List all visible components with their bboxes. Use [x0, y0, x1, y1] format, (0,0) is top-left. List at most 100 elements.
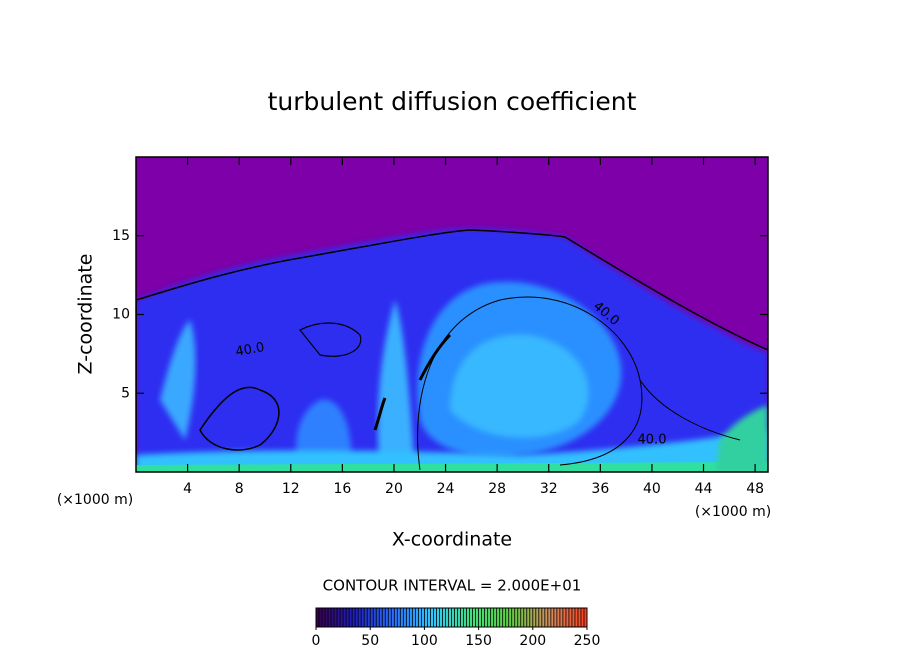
x-tick-label: 8	[235, 481, 244, 497]
colorbar-stripe	[457, 608, 461, 627]
x-tick-label: 16	[333, 481, 351, 497]
colorbar-stripe	[448, 608, 452, 627]
colorbar-stripe	[424, 608, 428, 627]
colorbar-stripe	[340, 608, 344, 627]
colorbar-stripe	[328, 608, 332, 627]
colorbar-stripe	[511, 608, 515, 627]
colorbar-stripe	[433, 608, 437, 627]
colorbar-stripe	[370, 608, 374, 627]
colorbar-stripe	[346, 608, 350, 627]
colorbar-tick-label: 100	[411, 633, 438, 649]
colorbar-stripe	[397, 608, 401, 627]
colorbar-stripe	[325, 608, 329, 627]
colorbar-stripe	[391, 608, 395, 627]
colorbar-stripe	[571, 608, 575, 627]
colorbar-stripe	[574, 608, 578, 627]
x-tick-label: 24	[437, 481, 455, 497]
colorbar-stripe	[526, 608, 530, 627]
x-unit-label: (×1000 m)	[695, 504, 771, 520]
colorbar-tick-label: 50	[361, 633, 379, 649]
colorbar-stripe	[451, 608, 455, 627]
colorbar-stripe	[544, 608, 548, 627]
colorbar-stripe	[343, 608, 347, 627]
colorbar-stripe	[385, 608, 389, 627]
colorbar-stripe	[478, 608, 482, 627]
colorbar-stripe	[388, 608, 392, 627]
colorbar-stripe	[550, 608, 554, 627]
contour-interval: CONTOUR INTERVAL = 2.000E+01	[323, 577, 582, 595]
contour-field	[136, 157, 768, 472]
colorbar-stripe	[469, 608, 473, 627]
x-tick-label: 40	[643, 481, 661, 497]
colorbar-stripe	[400, 608, 404, 627]
colorbar-stripe	[376, 608, 380, 627]
colorbar-stripe	[358, 608, 362, 627]
colorbar-stripe	[499, 608, 503, 627]
colorbar-stripe	[562, 608, 566, 627]
colorbar-stripe	[319, 608, 323, 627]
colorbar-stripe	[538, 608, 542, 627]
x-tick-label: 12	[282, 481, 300, 497]
colorbar-stripe	[331, 608, 335, 627]
x-tick-label: 4	[183, 481, 192, 497]
colorbar-stripe	[361, 608, 365, 627]
colorbar-stripe	[577, 608, 581, 627]
colorbar-stripe	[502, 608, 506, 627]
colorbar-stripe	[481, 608, 485, 627]
colorbar-stripe	[439, 608, 443, 627]
y-tick-label: 10	[112, 307, 130, 323]
x-tick-label: 48	[746, 481, 764, 497]
colorbar-tick-label: 200	[519, 633, 546, 649]
colorbar-stripe	[583, 608, 587, 627]
y-tick-label: 15	[112, 228, 130, 244]
colorbar-stripe	[412, 608, 416, 627]
x-axis-label: X-coordinate	[392, 529, 512, 551]
colorbar-stripe	[382, 608, 386, 627]
colorbar-stripe	[487, 608, 491, 627]
colorbar-stripe	[352, 608, 356, 627]
colorbar-tick-label: 250	[574, 633, 601, 649]
contour-label: 40.0	[234, 340, 265, 360]
colorbar-stripe	[541, 608, 545, 627]
colorbar-stripe	[334, 608, 338, 627]
colorbar-stripe	[493, 608, 497, 627]
colorbar-stripe	[568, 608, 572, 627]
colorbar-stripe	[427, 608, 431, 627]
colorbar-stripe	[553, 608, 557, 627]
colorbar-stripe	[454, 608, 458, 627]
colorbar-stripe	[463, 608, 467, 627]
colorbar-stripe	[556, 608, 560, 627]
colorbar-tick-label: 0	[312, 633, 321, 649]
colorbar-stripe	[460, 608, 464, 627]
chart-title: turbulent diffusion coefficient	[268, 87, 637, 116]
colorbar-stripe	[403, 608, 407, 627]
colorbar-stripe	[532, 608, 536, 627]
colorbar-stripe	[421, 608, 425, 627]
colorbar-stripe	[430, 608, 434, 627]
colorbar-stripe	[436, 608, 440, 627]
colorbar-stripe	[379, 608, 383, 627]
colorbar-stripe	[349, 608, 353, 627]
colorbar-stripe	[322, 608, 326, 627]
x-tick-label: 32	[540, 481, 558, 497]
colorbar-stripe	[580, 608, 584, 627]
colorbar-stripe	[337, 608, 341, 627]
colorbar-stripe	[517, 608, 521, 627]
colorbar-stripe	[367, 608, 371, 627]
y-tick-label: 5	[121, 385, 130, 401]
colorbar-stripe	[490, 608, 494, 627]
colorbar-stripe	[505, 608, 509, 627]
colorbar-stripe	[364, 608, 368, 627]
x-tick-label: 20	[385, 481, 403, 497]
y-axis-label: Z-coordinate	[75, 254, 97, 375]
colorbar-stripe	[520, 608, 524, 627]
colorbar-stripe	[445, 608, 449, 627]
colorbar-stripe	[373, 608, 377, 627]
colorbar-stripe	[484, 608, 488, 627]
y-unit-label: (×1000 m)	[57, 492, 133, 508]
colorbar-stripe	[565, 608, 569, 627]
colorbar-stripe	[442, 608, 446, 627]
colorbar-stripe	[406, 608, 410, 627]
contour-label: 40.0	[638, 433, 667, 448]
